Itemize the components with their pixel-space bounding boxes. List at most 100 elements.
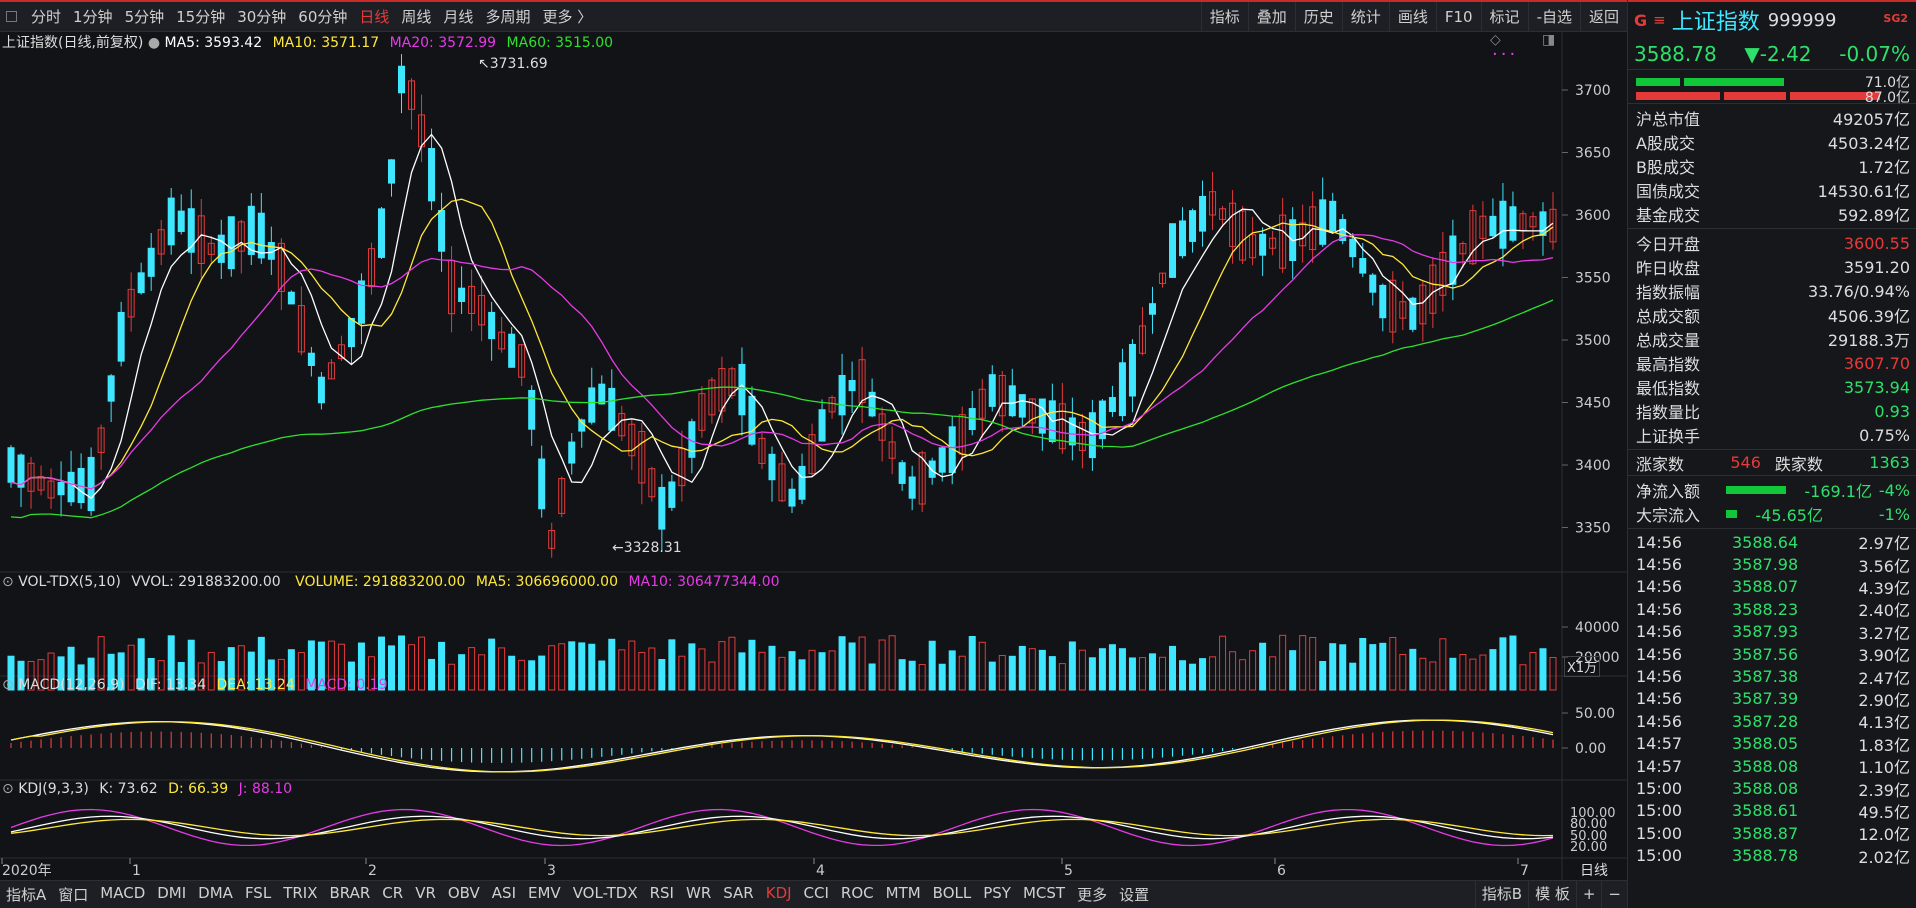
candle-body xyxy=(1058,403,1066,450)
candle-body xyxy=(558,478,566,514)
indicator-tab-8[interactable]: CR xyxy=(382,884,404,902)
price-axis-label: 3650 xyxy=(1575,146,1611,162)
period-tab-9[interactable]: 多周期 xyxy=(485,8,531,26)
menu-icon[interactable]: ≡ xyxy=(1653,11,1666,29)
macd-settings-icon[interactable]: ⊙ xyxy=(2,677,14,693)
panel-toggle-icon[interactable]: ◨ xyxy=(1542,32,1556,48)
indicator-tab-9[interactable]: VR xyxy=(415,884,436,902)
tick-amount: 2.40亿 xyxy=(1858,601,1910,621)
bottom-right-button-3[interactable]: − xyxy=(1601,881,1627,908)
indicator-tab-18[interactable]: CCI xyxy=(803,884,829,902)
tool-button-2[interactable]: 历史 xyxy=(1294,2,1342,32)
volume-bar xyxy=(638,651,646,691)
window-menu-icon[interactable] xyxy=(6,11,17,22)
bottom-right-button-2[interactable]: + xyxy=(1575,881,1602,908)
period-tab-0[interactable]: 分时 xyxy=(31,8,62,26)
stat-row: 沪总市值 492057亿 xyxy=(1628,106,1916,130)
indicator-tab-4[interactable]: DMA xyxy=(198,884,233,902)
period-tab-6[interactable]: 日线 xyxy=(359,8,390,26)
indicator-tab-10[interactable]: OBV xyxy=(447,884,480,902)
candle-body xyxy=(177,210,185,232)
indicator-tab-21[interactable]: BOLL xyxy=(932,884,972,902)
tool-button-0[interactable]: 指标 xyxy=(1200,2,1248,32)
indicator-tab-23[interactable]: MCST xyxy=(1022,884,1066,902)
kline-chart[interactable]: 3700 3650 3600 3550 3500 3450 3400 3350 40000 200… xyxy=(0,0,1627,880)
indicator-tab-7[interactable]: BRAR xyxy=(329,884,371,902)
period-tab-4[interactable]: 30分钟 xyxy=(237,8,287,26)
stat-value: 0.75% xyxy=(1859,425,1910,445)
vol-settings-icon[interactable]: ⊙ xyxy=(2,574,14,590)
stat-row: A股成交 4503.24亿 xyxy=(1628,130,1916,154)
more-dots-icon[interactable]: ··· xyxy=(1492,44,1519,65)
bottom-right-button-0[interactable]: 指标B xyxy=(1474,881,1528,908)
indicator-tab-14[interactable]: RSI xyxy=(649,884,674,902)
vol-ma5-label: MA5: 306696000.00 xyxy=(475,574,618,590)
tool-button-5[interactable]: F10 xyxy=(1435,2,1481,32)
period-tab-7[interactable]: 周线 xyxy=(401,8,432,26)
volume-bar xyxy=(1509,635,1517,691)
tick-price: 3588.23 xyxy=(1732,599,1799,619)
volume-bar xyxy=(998,654,1006,691)
tool-button-1[interactable]: 叠加 xyxy=(1247,2,1295,32)
tick-row: 14:56 3587.38 2.47亿 xyxy=(1628,665,1916,688)
price-axis-label: 3600 xyxy=(1575,208,1611,224)
period-tab-5[interactable]: 60分钟 xyxy=(298,8,348,26)
diamond-icon[interactable]: ◇ xyxy=(1490,32,1501,48)
volume-bar xyxy=(738,652,746,691)
candle-body xyxy=(538,458,546,510)
volume-bar xyxy=(197,662,205,691)
period-tab-2[interactable]: 5分钟 xyxy=(124,8,165,26)
volume-bar xyxy=(1519,664,1527,691)
stat-row: 国债成交 14530.61亿 xyxy=(1628,178,1916,202)
period-tab-3[interactable]: 15分钟 xyxy=(176,8,226,26)
candle-body xyxy=(588,387,596,423)
indicator-tab-2[interactable]: MACD xyxy=(100,884,146,902)
indicator-tab-22[interactable]: PSY xyxy=(983,884,1011,902)
indicator-tab-13[interactable]: VOL-TDX xyxy=(572,884,638,902)
indicator-tab-24[interactable]: 更多 xyxy=(1077,886,1108,904)
kdj-settings-icon[interactable]: ⊙ xyxy=(2,781,14,797)
settings-icon[interactable]: ● xyxy=(147,35,161,51)
volume-bar xyxy=(1269,656,1277,691)
indicator-tab-0[interactable]: 指标A xyxy=(6,886,47,904)
candle-body xyxy=(1509,206,1517,241)
tool-button-8[interactable]: 返回 xyxy=(1579,2,1627,32)
volume-bar xyxy=(1128,657,1136,691)
period-tab-8[interactable]: 月线 xyxy=(443,8,474,26)
price-axis-label: 3700 xyxy=(1575,83,1611,99)
indicator-tab-11[interactable]: ASI xyxy=(491,884,516,902)
indicator-tab-1[interactable]: 窗口 xyxy=(58,886,89,904)
candle-body xyxy=(277,242,285,292)
indicator-tab-16[interactable]: SAR xyxy=(723,884,754,902)
indicator-tab-5[interactable]: FSL xyxy=(244,884,272,902)
flow-row: 净流入额 -169.1亿 -4% xyxy=(1628,478,1916,502)
indicator-tab-25[interactable]: 设置 xyxy=(1119,886,1150,904)
flow-label: 大宗流入 xyxy=(1636,506,1701,525)
volume-bar xyxy=(367,656,375,691)
indicator-tab-6[interactable]: TRIX xyxy=(283,884,318,902)
period-tab-1[interactable]: 1分钟 xyxy=(73,8,113,26)
candle-body xyxy=(137,272,145,294)
indicator-tab-20[interactable]: MTM xyxy=(885,884,921,902)
price-axis-label: 3350 xyxy=(1575,521,1611,537)
tool-button-6[interactable]: 标记 xyxy=(1480,2,1528,32)
volume-bar xyxy=(337,643,345,691)
bottom-right-button-1[interactable]: 模 板 xyxy=(1528,881,1576,908)
volume-bar xyxy=(878,639,886,691)
indicator-tab-3[interactable]: DMI xyxy=(157,884,187,902)
period-tab-10[interactable]: 更多 〉 xyxy=(542,8,593,26)
indicator-tab-12[interactable]: EMV xyxy=(528,884,561,902)
indicator-tab-17[interactable]: KDJ xyxy=(765,884,792,902)
indicator-tab-19[interactable]: ROC xyxy=(840,884,874,902)
tool-button-7[interactable]: -自选 xyxy=(1527,2,1580,32)
volume-bar xyxy=(558,643,566,691)
tool-button-3[interactable]: 统计 xyxy=(1341,2,1389,32)
stat-label: 指数量比 xyxy=(1636,403,1701,422)
indicator-tab-15[interactable]: WR xyxy=(685,884,712,902)
volume-bar xyxy=(327,640,335,691)
candle-body xyxy=(1349,238,1357,258)
tool-button-4[interactable]: 画线 xyxy=(1388,2,1436,32)
candle-body xyxy=(1419,284,1427,325)
kdj-axis-label: 50.00 xyxy=(1570,829,1607,844)
candle-body xyxy=(157,229,165,255)
